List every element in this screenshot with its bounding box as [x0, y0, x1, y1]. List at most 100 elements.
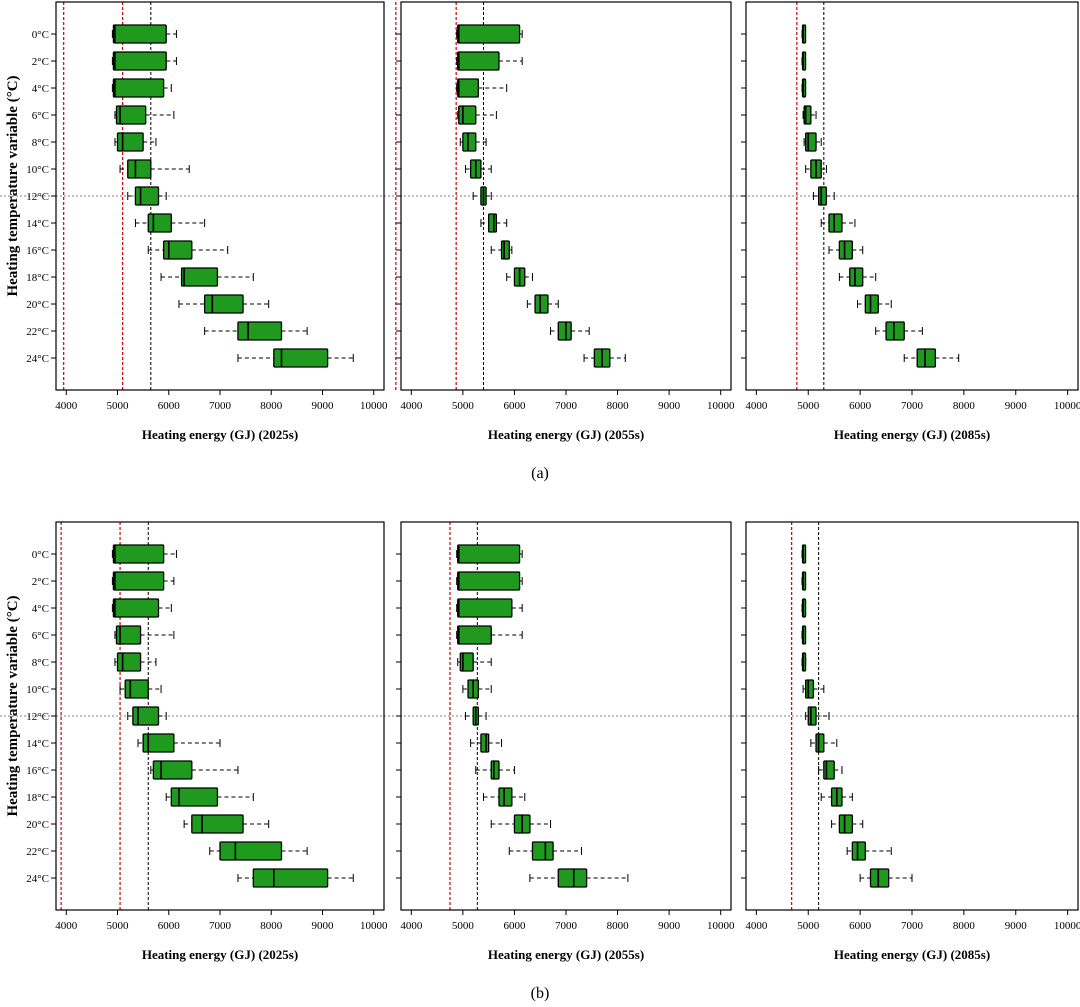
box-6°C: [114, 105, 175, 125]
box-iqr: [498, 787, 513, 807]
x-tick-label: 8000: [953, 920, 976, 932]
y-tick-label: 22°C: [26, 326, 49, 338]
y-tick-label: 6°C: [32, 630, 49, 642]
y-tick-label: 2°C: [32, 576, 49, 588]
box-iqr: [823, 760, 835, 780]
x-axis-label: Heating energy (GJ) (2085s): [834, 427, 990, 442]
box-0°C: [111, 544, 177, 564]
y-tick-label: 8°C: [32, 137, 49, 149]
box-iqr: [112, 598, 160, 618]
box-iqr: [457, 24, 521, 44]
box-iqr: [115, 105, 147, 125]
box-18°C: [820, 787, 853, 807]
y-tick-label: 18°C: [26, 272, 49, 284]
box-iqr: [112, 571, 165, 591]
box-12°C: [812, 186, 835, 206]
box-18°C: [838, 267, 877, 287]
x-tick-label: 9000: [312, 920, 335, 932]
box-12°C: [464, 706, 487, 726]
box-24°C: [903, 348, 960, 368]
box-22°C: [508, 841, 582, 861]
box-iqr: [557, 321, 572, 341]
y-tick-label: 8°C: [32, 657, 49, 669]
x-tick-label: 7000: [901, 400, 924, 412]
y-tick-label: 24°C: [26, 353, 49, 365]
x-tick-label: 10000: [1054, 400, 1080, 412]
box-iqr: [252, 868, 329, 888]
box-iqr: [457, 51, 500, 71]
x-tick-label: 4000: [55, 400, 78, 412]
box-16°C: [150, 760, 239, 780]
x-tick-label: 7000: [555, 920, 578, 932]
box-24°C: [529, 868, 629, 888]
y-tick-label: 10°C: [26, 684, 49, 696]
panel-1-2: 4000 5000 6000 7000 8000 9000 10000 Heating ene…: [741, 521, 1080, 962]
x-tick-label: 7000: [209, 400, 232, 412]
x-tick-label: 10000: [707, 400, 735, 412]
box-iqr: [838, 240, 853, 260]
y-tick-label: 0°C: [32, 549, 49, 561]
x-tick-label: 8000: [953, 400, 976, 412]
box-8°C: [803, 132, 822, 152]
x-tick-label: 6000: [849, 920, 872, 932]
box-4°C: [456, 78, 508, 98]
box-iqr: [828, 213, 843, 233]
box-iqr: [147, 213, 172, 233]
box-18°C: [483, 787, 526, 807]
box-iqr: [116, 652, 142, 672]
x-tick-label: 6000: [503, 400, 526, 412]
box-18°C: [160, 267, 254, 287]
box-24°C: [237, 868, 354, 888]
box-iqr: [807, 706, 817, 726]
x-tick-label: 8000: [260, 400, 283, 412]
x-tick-label: 10000: [1054, 920, 1080, 932]
box-4°C: [456, 598, 523, 618]
box-6°C: [456, 625, 523, 645]
box-14°C: [820, 213, 856, 233]
box-24°C: [859, 868, 913, 888]
box-iqr: [838, 814, 853, 834]
x-axis-label: Heating energy (GJ) (2055s): [488, 427, 644, 442]
panel-0-2: 4000 5000 6000 7000 8000 9000 10000 Heating ene…: [741, 1, 1080, 442]
box-iqr: [180, 267, 219, 287]
box-iqr: [127, 159, 152, 179]
box-16°C: [828, 240, 864, 260]
box-iqr: [112, 51, 167, 71]
box-22°C: [550, 321, 590, 341]
box-22°C: [875, 321, 923, 341]
x-tick-label: 9000: [312, 400, 335, 412]
y-tick-label: 18°C: [26, 792, 49, 804]
x-tick-label: 4000: [55, 920, 78, 932]
y-tick-label: 12°C: [26, 711, 49, 723]
box-iqr: [488, 213, 498, 233]
box-iqr: [162, 240, 193, 260]
box-8°C: [459, 132, 487, 152]
y-tick-label: 16°C: [26, 765, 49, 777]
x-tick-label: 5000: [797, 400, 820, 412]
box-iqr: [500, 240, 510, 260]
y-tick-label: 0°C: [32, 29, 49, 41]
x-tick-label: 9000: [658, 400, 681, 412]
box-iqr: [457, 625, 492, 645]
box-2°C: [801, 571, 807, 591]
y-tick-label: 6°C: [32, 110, 49, 122]
box-iqr: [115, 625, 142, 645]
y-tick-label: 12°C: [26, 191, 49, 203]
box-4°C: [801, 78, 807, 98]
y-tick-label: 22°C: [26, 846, 49, 858]
box-iqr: [237, 321, 283, 341]
box-iqr: [457, 78, 479, 98]
x-tick-label: 8000: [607, 400, 630, 412]
box-iqr: [531, 841, 554, 861]
box-18°C: [506, 267, 533, 287]
y-tick-label: 4°C: [32, 603, 49, 615]
box-iqr: [170, 787, 219, 807]
x-tick-label: 10000: [360, 400, 388, 412]
x-tick-label: 5000: [452, 400, 475, 412]
x-tick-label: 4000: [400, 920, 423, 932]
box-iqr: [851, 841, 866, 861]
box-14°C: [134, 213, 206, 233]
y-axis-label: Heating temperature variable (°C): [5, 75, 21, 296]
box-0°C: [456, 24, 523, 44]
